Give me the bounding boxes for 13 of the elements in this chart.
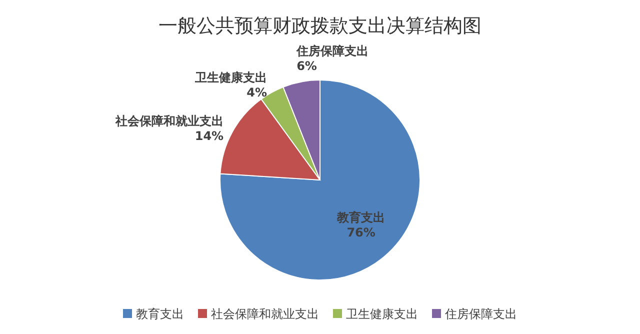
slice-label: 住房保障支出 — [296, 44, 369, 58]
legend-label: 住房保障支出 — [444, 307, 517, 321]
data-label: 6% — [296, 59, 317, 74]
chart-title: 一般公共预算财政拨款支出决算结构图 — [158, 15, 482, 37]
slice-label: 社会保障和就业支出 — [114, 114, 224, 128]
data-label: 14% — [194, 129, 224, 144]
slice-label: 教育支出 — [336, 210, 386, 225]
legend-label: 社会保障和就业支出 — [211, 307, 319, 321]
legend-label: 卫生健康支出 — [346, 307, 418, 321]
data-label: 4% — [246, 86, 268, 100]
slice-label: 卫生健康支出 — [194, 70, 268, 85]
data-label: 76% — [346, 226, 376, 240]
legend-label: 教育支出 — [136, 307, 184, 321]
